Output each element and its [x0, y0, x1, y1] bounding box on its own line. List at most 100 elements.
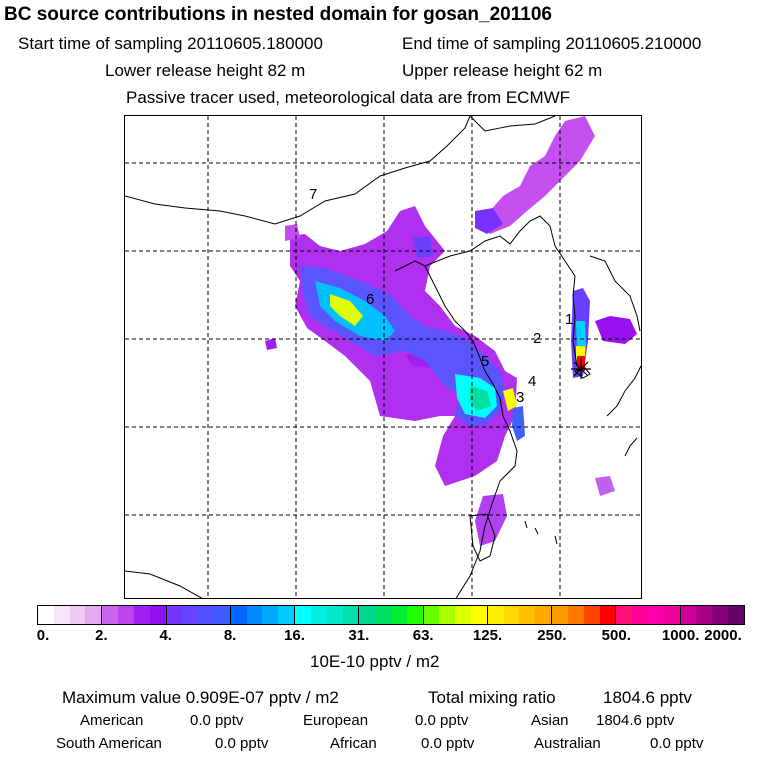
- receptor-star-icon: [571, 359, 591, 379]
- scale-color-cell: [310, 606, 327, 624]
- scale-color-cell: [712, 606, 729, 624]
- scale-color-cell: [728, 606, 744, 624]
- south-american-value: 0.0 pptv: [215, 735, 269, 752]
- map-canvas: 1 2 3 4 5 6 7: [125, 116, 641, 598]
- tracer-note: Passive tracer used, meteorological data…: [126, 88, 571, 107]
- map-panel[interactable]: 1 2 3 4 5 6 7: [124, 115, 642, 599]
- scale-color-cell: [166, 606, 183, 624]
- region-label-6: 6: [366, 291, 374, 308]
- scale-color-cell: [262, 606, 279, 624]
- south-american-label: South American: [56, 735, 162, 752]
- scale-color-cell: [230, 606, 247, 624]
- scale-color-cell: [503, 606, 520, 624]
- scale-segment: [295, 606, 360, 624]
- scale-color-cell: [326, 606, 343, 624]
- total-mixing-label: Total mixing ratio: [428, 688, 556, 707]
- scale-segment: [616, 606, 681, 624]
- scale-tick-label: 250.: [537, 627, 567, 644]
- scale-segment: [423, 606, 488, 624]
- total-mixing-value: 1804.6 pptv: [603, 688, 692, 707]
- region-label-5: 5: [481, 353, 489, 370]
- scale-color-cell: [375, 606, 391, 624]
- scale-segment: [38, 606, 103, 624]
- scale-color-cell: [552, 606, 568, 624]
- scale-color-cell: [359, 606, 376, 624]
- american-label: American: [80, 712, 144, 729]
- max-value: Maximum value 0.909E-07 pptv / m2: [62, 688, 339, 707]
- scale-tick-label: 2000.: [704, 627, 742, 644]
- scale-color-cell: [680, 606, 697, 624]
- scale-tick-label: 2.: [95, 627, 108, 644]
- scale-color-cell: [519, 606, 536, 624]
- scale-color-cell: [278, 606, 295, 624]
- scale-color-cell: [85, 606, 102, 624]
- scale-tick-label: 4.: [159, 627, 172, 644]
- scale-color-cell: [632, 606, 649, 624]
- scale-color-cell: [69, 606, 86, 624]
- region-label-3: 3: [516, 389, 524, 406]
- scale-color-cell: [599, 606, 616, 624]
- scale-color-cell: [439, 606, 456, 624]
- scale-color-cell: [390, 606, 407, 624]
- scale-color-cell: [182, 606, 199, 624]
- scale-tick-label: 31.: [348, 627, 370, 644]
- scale-color-cell: [102, 606, 119, 624]
- scale-color-cell: [471, 606, 487, 624]
- region-label-2: 2: [533, 330, 541, 347]
- region-label-1: 1: [565, 311, 573, 328]
- region-label-4: 4: [528, 373, 536, 390]
- american-value: 0.0 pptv: [190, 712, 244, 729]
- african-value: 0.0 pptv: [421, 735, 475, 752]
- scale-color-cell: [535, 606, 552, 624]
- scale-tick-label: 1000.: [661, 627, 700, 644]
- asian-label: Asian: [531, 712, 569, 729]
- scale-tick-label: 500.: [601, 627, 631, 644]
- scale-color-cell: [295, 606, 311, 624]
- upper-release-height: Upper release height 62 m: [402, 61, 603, 80]
- scale-color-cell: [118, 606, 134, 624]
- coastlines: [125, 116, 641, 598]
- scale-color-cell: [149, 606, 166, 624]
- start-time-label: Start time of sampling 20110605.180000: [18, 34, 323, 53]
- scale-color-cell: [423, 606, 440, 624]
- region-label-7: 7: [309, 186, 317, 203]
- scale-tick-label: 0.: [36, 627, 50, 644]
- scale-segment: [230, 606, 296, 624]
- scale-segment: [359, 606, 424, 624]
- scale-color-cell: [213, 606, 230, 624]
- scale-color-cell: [198, 606, 214, 624]
- scale-tick-label: 63.: [412, 627, 434, 644]
- scale-color-cell: [663, 606, 680, 624]
- lat-lon-grid: [125, 116, 641, 598]
- scale-tick-label: 8.: [223, 627, 237, 644]
- african-label: African: [330, 735, 377, 752]
- map-title: BC source contributions in nested domain…: [4, 4, 552, 25]
- scale-segment: [102, 606, 167, 624]
- end-time-label: End time of sampling 20110605.210000: [402, 34, 702, 53]
- scale-segment: [166, 606, 231, 624]
- scale-color-cell: [406, 606, 423, 624]
- concentration-core: [300, 208, 525, 441]
- asian-value: 1804.6 pptv: [596, 712, 675, 729]
- lower-release-height: Lower release height 82 m: [105, 61, 306, 80]
- scale-segment: [552, 606, 617, 624]
- scale-color-cell: [487, 606, 504, 624]
- scale-tick-label: 16.: [284, 627, 305, 644]
- scale-color-cell: [133, 606, 150, 624]
- scale-tick-label: 125.: [472, 627, 503, 644]
- scale-color-cell: [696, 606, 713, 624]
- scale-color-cell: [616, 606, 633, 624]
- scale-color-cell: [342, 606, 359, 624]
- scale-color-cell: [38, 606, 54, 624]
- scale-color-cell: [648, 606, 664, 624]
- australian-value: 0.0 pptv: [650, 735, 704, 752]
- scale-segment: [680, 606, 744, 624]
- scale-color-cell: [455, 606, 472, 624]
- scale-color-cell: [53, 606, 70, 624]
- scale-units: 10E-10 pptv / m2: [310, 652, 440, 671]
- scale-color-cell: [583, 606, 600, 624]
- scale-color-cell: [567, 606, 584, 624]
- scale-color-cell: [246, 606, 263, 624]
- european-label: European: [303, 712, 369, 729]
- european-value: 0.0 pptv: [415, 712, 469, 729]
